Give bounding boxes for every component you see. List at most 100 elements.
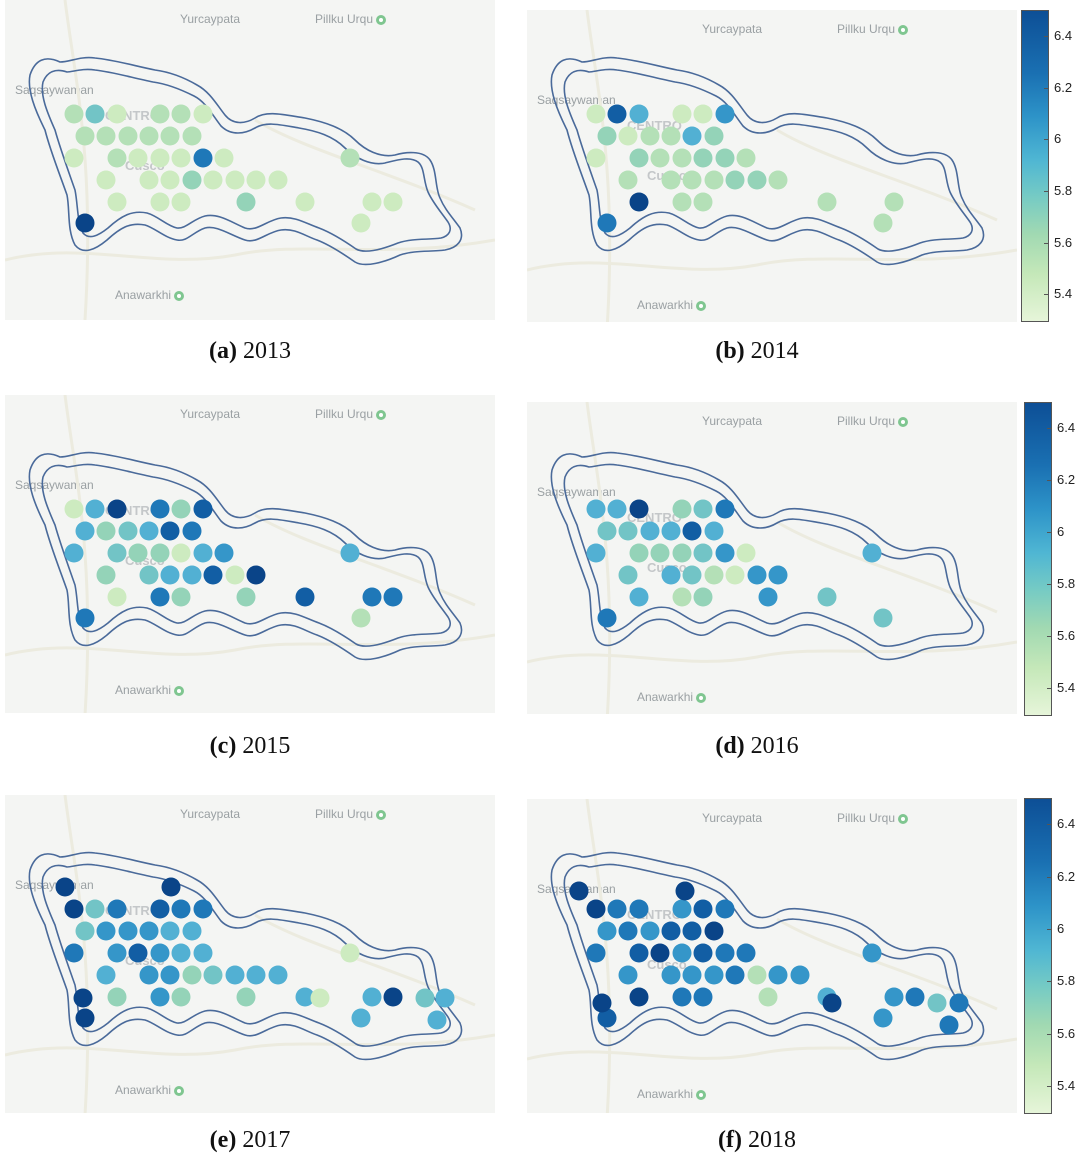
measurement-dot: [383, 192, 403, 212]
colorbar-tick-label: 6.4: [1057, 420, 1076, 435]
measurement-dot: [586, 899, 606, 919]
measurement-dot: [182, 521, 202, 541]
boundary-outer: [28, 451, 463, 661]
measurement-dot: [736, 148, 756, 168]
measurement-dot: [171, 987, 191, 1007]
measurement-dot: [736, 943, 756, 963]
measurement-dot: [661, 126, 681, 146]
measurement-dot: [682, 921, 702, 941]
measurement-dot: [150, 587, 170, 607]
measurement-dot: [139, 565, 159, 585]
measurement-dot: [64, 148, 84, 168]
measurement-dot: [661, 521, 681, 541]
measurement-dot: [650, 543, 670, 563]
measurement-dot: [768, 170, 788, 190]
measurement-dot: [597, 213, 617, 233]
measurement-dot: [768, 565, 788, 585]
measurement-dot: [193, 899, 213, 919]
measurement-dot: [193, 499, 213, 519]
measurement-dot: [193, 104, 213, 124]
map-pin-icon: [898, 813, 909, 824]
map-pin-icon: [696, 1089, 707, 1100]
measurement-dot: [682, 965, 702, 985]
measurement-dot: [597, 521, 617, 541]
measurement-dot: [629, 148, 649, 168]
measurement-dot: [597, 1008, 617, 1028]
measurement-dot: [597, 608, 617, 628]
caption-year: 2014: [750, 338, 799, 364]
measurement-dot: [150, 192, 170, 212]
measurement-dot: [693, 543, 713, 563]
measurement-dot: [225, 170, 245, 190]
measurement-dot: [693, 499, 713, 519]
measurement-dot: [768, 965, 788, 985]
colorbar-tick-label: 5.4: [1057, 680, 1076, 695]
measurement-dot: [586, 943, 606, 963]
boundary-outer: [550, 56, 985, 266]
measurement-dot: [715, 104, 735, 124]
map-label-place2: Pillku Urqu: [837, 414, 909, 428]
caption-letter: (e): [209, 1127, 237, 1153]
measurement-dot: [150, 899, 170, 919]
caption-year: 2016: [750, 733, 799, 759]
measurement-dot: [747, 965, 767, 985]
caption-letter: (d): [715, 733, 745, 759]
measurement-dot: [64, 543, 84, 563]
measurement-dot: [569, 881, 589, 901]
measurement-dot: [64, 104, 84, 124]
measurement-dot: [640, 921, 660, 941]
measurement-dot: [736, 543, 756, 563]
measurement-dot: [225, 565, 245, 585]
measurement-dot: [693, 987, 713, 1007]
measurement-dot: [160, 170, 180, 190]
measurement-dot: [693, 104, 713, 124]
measurement-dot: [592, 993, 612, 1013]
colorbar-tick-mark: [1044, 294, 1049, 296]
measurement-dot: [193, 148, 213, 168]
measurement-dot: [435, 988, 455, 1008]
caption-letter: (f): [718, 1127, 742, 1153]
measurement-dot: [160, 126, 180, 146]
colorbar-tick-label: 5.4: [1057, 1077, 1076, 1093]
colorbar-tick-mark: [1047, 532, 1052, 533]
measurement-dot: [725, 965, 745, 985]
measurement-dot: [693, 148, 713, 168]
measurement-dot: [693, 587, 713, 607]
measurement-dot: [171, 104, 191, 124]
measurement-dot: [107, 943, 127, 963]
map-pin-icon: [174, 1085, 185, 1096]
measurement-dot: [107, 148, 127, 168]
map-label-place6: Anawarkhi: [637, 1087, 707, 1101]
measurement-dot: [672, 148, 692, 168]
measurement-dot: [64, 899, 84, 919]
boundary-inner: [41, 863, 451, 1047]
measurement-dot: [822, 993, 842, 1013]
measurement-dot: [675, 881, 695, 901]
map-road: [776, 128, 998, 222]
measurement-dot: [85, 899, 105, 919]
measurement-dot: [725, 565, 745, 585]
measurement-dot: [107, 104, 127, 124]
map-pin-icon: [696, 300, 707, 311]
caption-year: 2013: [242, 338, 291, 364]
map-panel-a: Yurcaypata Pillku Urqu Saqsaywaman CENTRO Cu…: [5, 0, 495, 320]
measurement-dot: [236, 192, 256, 212]
measurement-dot: [682, 521, 702, 541]
map-pin-icon: [174, 290, 185, 301]
measurement-dot: [704, 126, 724, 146]
colorbar-tick-label: 6: [1057, 524, 1065, 539]
caption-d: (d) 2016: [657, 733, 857, 760]
map-label-place3: Saqsaywaman: [537, 485, 616, 499]
measurement-dot: [629, 543, 649, 563]
map-label-place3: Saqsaywaman: [15, 478, 94, 492]
measurement-dot: [171, 543, 191, 563]
measurement-dot: [747, 170, 767, 190]
map-pin-icon: [898, 416, 909, 427]
map-road: [5, 1033, 495, 1057]
measurement-dot: [214, 148, 234, 168]
map-label-place6: Anawarkhi: [115, 288, 185, 302]
panel-c: Yurcaypata Pillku Urqu Saqsaywaman CENTRO Cu…: [5, 395, 495, 775]
measurement-dot: [295, 587, 315, 607]
